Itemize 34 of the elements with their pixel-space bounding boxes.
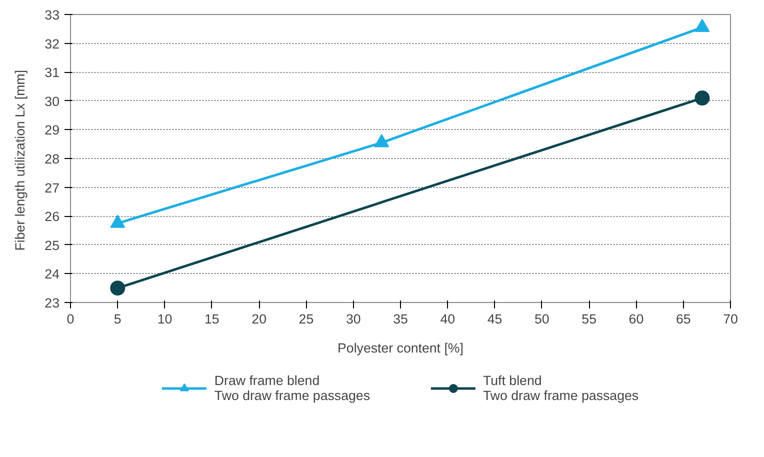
y-tick-label: 31 — [44, 65, 60, 80]
x-tick-label: 25 — [298, 312, 314, 326]
y-tick-label: 26 — [44, 209, 60, 224]
x-tick-label: 40 — [440, 312, 456, 326]
x-tick-label: 30 — [346, 312, 361, 326]
x-tick-label: 5 — [114, 312, 122, 326]
y-tick-label: 23 — [44, 296, 60, 310]
y-tick-label: 33 — [44, 8, 60, 22]
legend-label: Draw frame blend Two draw frame passages — [214, 373, 370, 403]
y-tick-label: 28 — [44, 152, 60, 166]
point — [110, 280, 126, 296]
x-tick-label: 10 — [157, 312, 172, 326]
x-tick-label: 35 — [393, 312, 408, 326]
x-axis-title: Polyester content [%] — [338, 340, 464, 356]
x-tick-label: 45 — [487, 312, 502, 326]
y-tick-label: 25 — [44, 238, 60, 253]
x-tick-label: 70 — [723, 312, 738, 326]
point — [374, 134, 390, 148]
point — [110, 214, 126, 228]
y-tick-label: 32 — [44, 36, 60, 52]
x-tick-label: 60 — [628, 312, 644, 326]
point — [694, 18, 710, 32]
x-tick-label: 0 — [66, 312, 74, 326]
y-tick-label: 30 — [44, 94, 60, 109]
legend-label: Tuft blend Two draw frame passages — [483, 373, 639, 403]
x-tick-label: 65 — [676, 312, 691, 326]
y-axis-title: Fiber length utilization Lx [mm] — [12, 70, 28, 251]
x-tick-label: 15 — [204, 312, 220, 326]
x-tick-label: 20 — [252, 312, 266, 326]
y-tick-label: 29 — [44, 122, 60, 138]
x-tick-label: 50 — [534, 312, 550, 326]
y-tick-label: 27 — [44, 180, 60, 196]
y-tick-label: 24 — [44, 266, 60, 282]
x-tick-label: 55 — [582, 312, 596, 326]
